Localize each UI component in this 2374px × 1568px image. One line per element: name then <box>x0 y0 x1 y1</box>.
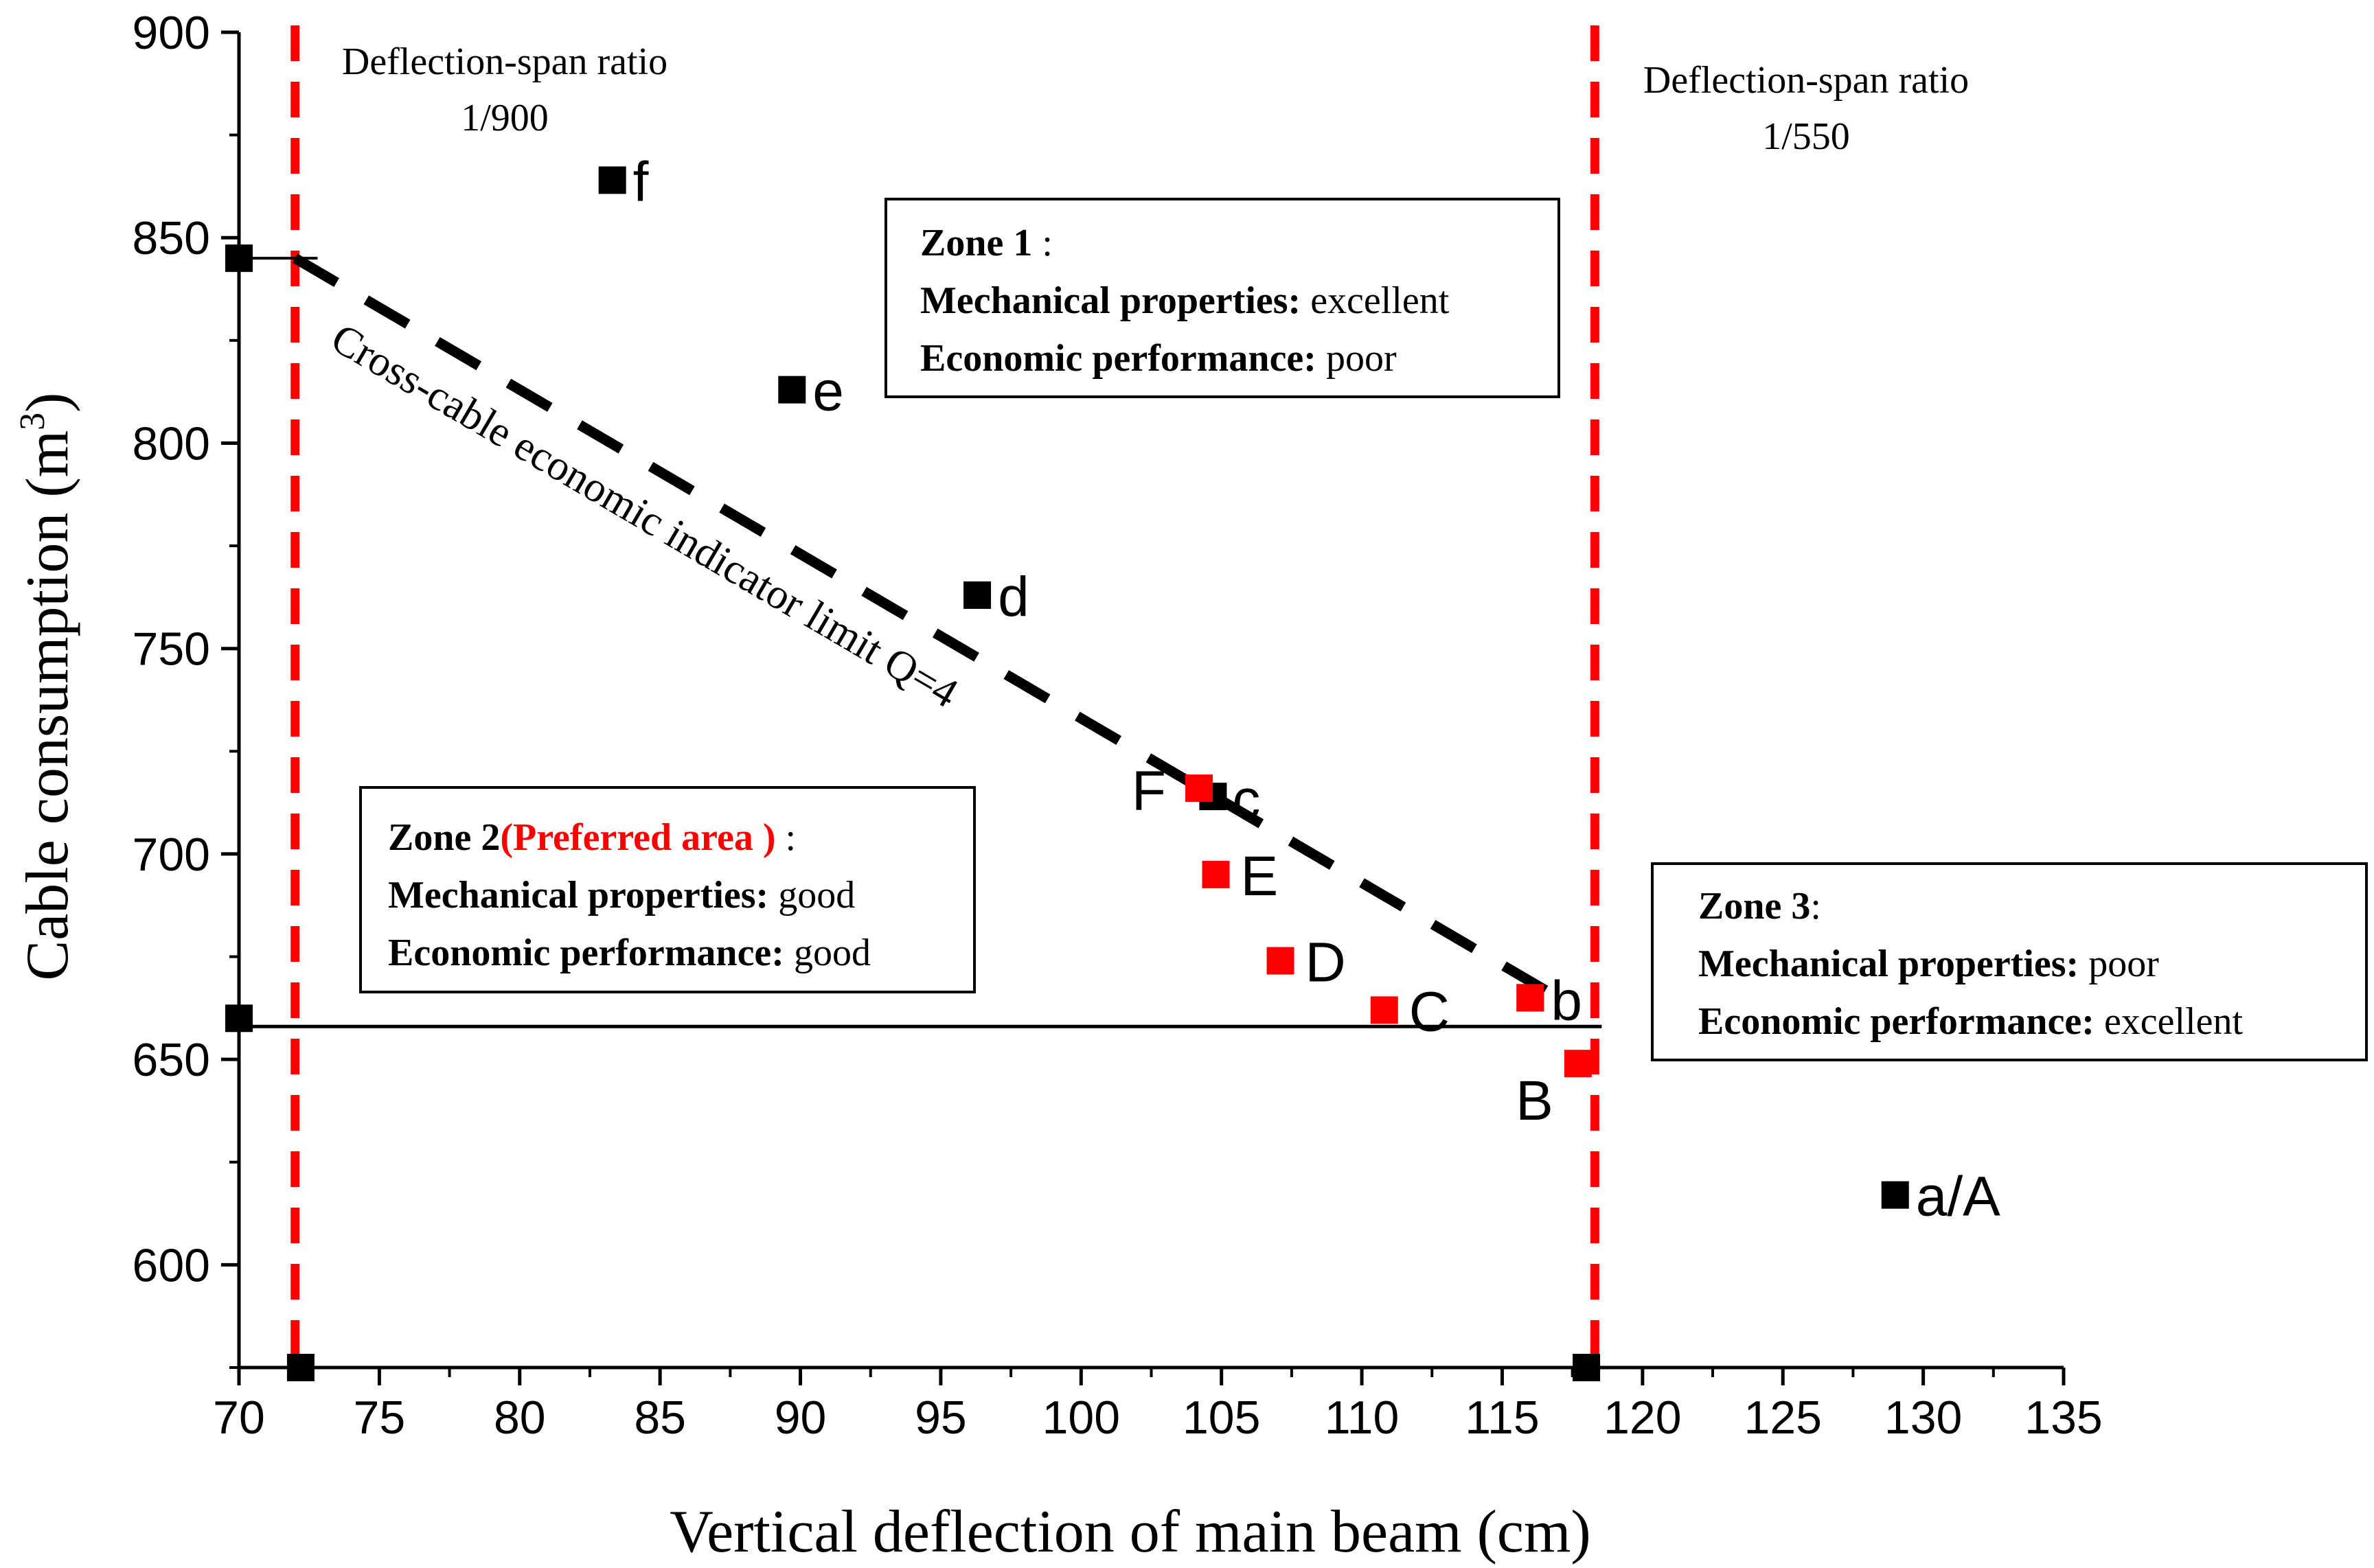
zone-highlight: (Preferred area ) <box>500 816 775 859</box>
y-tick-label: 600 <box>133 1239 210 1291</box>
y-tick-label: 750 <box>133 623 210 676</box>
point-label: b <box>1551 969 1582 1032</box>
y-axis-title-main: Cable consumption (m <box>14 430 81 981</box>
point-label: d <box>998 566 1029 628</box>
zone-mechanical: Mechanical properties: good <box>388 874 855 916</box>
point-label: F <box>1132 760 1166 822</box>
zone-mechanical-value: poor <box>2079 943 2159 985</box>
zone-mechanical: Mechanical properties: excellent <box>920 279 1450 322</box>
deflection-label-line1: Deflection-span ratio <box>1643 59 1969 102</box>
x-tick-label: 75 <box>354 1392 406 1444</box>
black-data-point <box>598 166 626 194</box>
point-label: c <box>1232 768 1260 831</box>
x-axis-title: Vertical deflection of main beam (cm) <box>670 1499 1590 1565</box>
zone-box <box>359 786 976 993</box>
y-tick-label: 650 <box>133 1034 210 1086</box>
zone-economic: Economic performance: good <box>388 932 871 974</box>
point-label: e <box>812 360 844 423</box>
zone-title-name: Zone 3 <box>1698 885 1810 927</box>
red-data-point <box>1202 860 1230 888</box>
zone-economic: Economic performance: poor <box>920 337 1397 380</box>
zone-mechanical-label: Mechanical properties: <box>1698 943 2079 985</box>
black-data-point <box>1881 1181 1909 1209</box>
zone-box <box>884 198 1560 398</box>
zone-economic: Economic performance: excellent <box>1698 1000 2243 1043</box>
zone-title: Zone 1 : <box>920 222 1053 264</box>
zone-mechanical: Mechanical properties: poor <box>1698 943 2159 985</box>
zone-highlight-suffix: : <box>775 816 796 859</box>
zone-economic-value: excellent <box>2095 1000 2244 1043</box>
x-tick-label: 130 <box>1884 1392 1962 1444</box>
y-axis-title-close: ) <box>14 393 81 413</box>
x-tick-label: 100 <box>1042 1392 1120 1444</box>
zone-mechanical-label: Mechanical properties: <box>388 874 768 916</box>
x-tick-label: 95 <box>915 1392 967 1444</box>
y-axis-title: Cable consumption (m3) <box>13 393 81 981</box>
axis-ticks: 70 75 80 85 90 95 100 105 110 115 120 125 130 135 600 6… <box>133 7 2103 1444</box>
zone-economic-value: good <box>784 932 871 974</box>
red-data-point <box>1266 947 1294 975</box>
deflection-label-line1: Deflection-span ratio <box>342 41 667 83</box>
zone-mechanical-value: excellent <box>1301 279 1450 322</box>
economic-limit-label: Cross-cable economic indicator limit Q=4 <box>323 314 966 717</box>
zone-economic-label: Economic performance: <box>388 932 784 974</box>
zone-title-name: Zone 1 <box>920 222 1032 264</box>
red-data-point <box>1564 1050 1592 1078</box>
point-label: f <box>633 150 649 213</box>
point-label: C <box>1409 980 1450 1043</box>
x-tick-label: 105 <box>1183 1392 1260 1444</box>
black-data-point <box>778 376 806 404</box>
x-tick-label: 125 <box>1744 1392 1821 1444</box>
y-axis-title-superscript: 3 <box>13 413 52 430</box>
x-tick-label: 80 <box>494 1392 546 1444</box>
x-tick-label: 115 <box>1465 1392 1539 1444</box>
point-label: E <box>1241 845 1279 908</box>
x-tick-label: 135 <box>2024 1392 2102 1444</box>
reference-lines: Deflection-span ratio 1/900 Deflection-spa… <box>239 25 1969 1368</box>
zone-title-suffix: : <box>1810 885 1821 927</box>
y-tick-label: 900 <box>133 7 210 59</box>
zone-economic-label: Economic performance: <box>920 337 1316 380</box>
zone-economic-value: poor <box>1316 337 1397 380</box>
axis-marker <box>1573 1354 1601 1381</box>
data-points: f e d c b a/A F ED C B <box>225 150 2000 1381</box>
black-data-point <box>963 581 992 609</box>
zone-title: Zone 3: <box>1698 885 1821 927</box>
zone-title: Zone 2(Preferred area ) : <box>388 816 796 859</box>
red-data-point <box>1185 774 1213 803</box>
y-tick-label: 850 <box>133 212 210 264</box>
zone-mechanical-value: good <box>768 874 855 916</box>
zone-title-suffix: : <box>1032 222 1053 264</box>
zone-mechanical-label: Mechanical properties: <box>920 279 1301 322</box>
zone-economic-label: Economic performance: <box>1698 1000 2095 1043</box>
x-tick-label: 85 <box>634 1392 686 1444</box>
deflection-label-line2: 1/900 <box>461 97 549 139</box>
point-label: D <box>1305 932 1346 994</box>
x-tick-label: 90 <box>775 1392 827 1444</box>
red-data-point <box>1370 996 1398 1024</box>
axis-marker <box>225 1004 253 1033</box>
deflection-label-line2: 1/550 <box>1762 115 1850 158</box>
point-label: a/A <box>1916 1166 2000 1228</box>
y-tick-label: 700 <box>133 829 210 881</box>
x-tick-label: 70 <box>213 1392 265 1444</box>
y-tick-label: 800 <box>133 417 210 470</box>
x-tick-label: 110 <box>1325 1392 1399 1444</box>
axis-marker <box>225 244 253 273</box>
zone-box <box>1651 862 2368 1061</box>
point-label: B <box>1516 1070 1553 1132</box>
x-tick-label: 120 <box>1603 1392 1681 1444</box>
zone-title-name: Zone 2 <box>388 816 500 859</box>
red-data-point <box>1516 984 1544 1012</box>
zone-boxes: Zone 1 :Mechanical properties: excellent… <box>359 198 2368 1061</box>
